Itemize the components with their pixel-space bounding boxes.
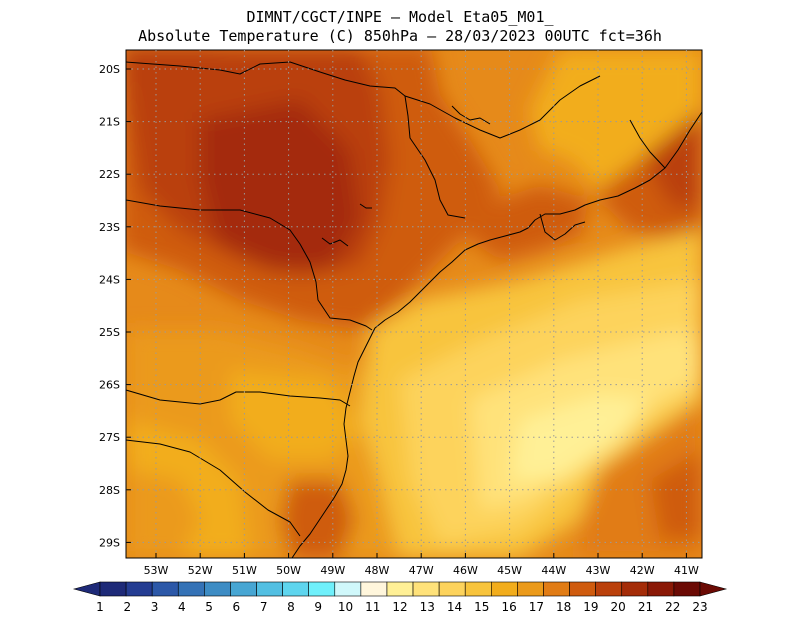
colorbar-swatch (230, 581, 257, 597)
colorbar-swatch (99, 581, 127, 597)
colorbar-swatch (204, 581, 231, 597)
colorbar-swatch (125, 581, 153, 597)
lon-label: 48W (365, 564, 390, 577)
colorbar-swatch (282, 581, 309, 597)
colorbar-swatch (517, 581, 544, 597)
colorbar-label: 18 (556, 600, 571, 614)
lon-label: 42W (630, 564, 655, 577)
colorbar: 1 2 3 4 5 6 7 8 9 10 11 12 13 14 15 16 17 18 19 20 21 22 23 (72, 581, 728, 614)
colorbar-label: 7 (260, 600, 268, 614)
lon-label: 46W (453, 564, 478, 577)
colorbar-label: 4 (178, 600, 186, 614)
colorbar-label: 19 (583, 600, 598, 614)
lat-label: 26S (99, 379, 120, 392)
colorbar-label: 17 (529, 600, 544, 614)
lat-label: 28S (99, 484, 120, 497)
colorbar-label: 16 (501, 600, 516, 614)
colorbar-swatch (256, 581, 283, 597)
lat-label: 24S (99, 273, 120, 286)
colorbar-label: 22 (665, 600, 680, 614)
lat-label: 22S (99, 168, 120, 181)
colorbar-swatch (438, 581, 466, 597)
colorbar-label: 21 (638, 600, 653, 614)
colorbar-label: 2 (123, 600, 131, 614)
colorbar-label: 1 (96, 600, 104, 614)
plot-frame (125, 49, 703, 559)
colorbar-label: 13 (420, 600, 435, 614)
colorbar-swatch (491, 581, 518, 597)
colorbar-swatch (569, 581, 596, 597)
lat-label: 20S (99, 63, 120, 76)
temperature-field (126, 50, 702, 558)
lat-label: 29S (99, 536, 120, 549)
colorbar-label: 23 (692, 600, 707, 614)
colorbar-label: 8 (287, 600, 295, 614)
colorbar-swatch (308, 581, 336, 597)
colorbar-left-arrow (72, 581, 101, 597)
colorbar-swatch (621, 581, 649, 597)
lon-label: 50W (276, 564, 301, 577)
colorbar-swatch (595, 581, 623, 597)
colorbar-label: 11 (365, 600, 380, 614)
colorbar-swatch (412, 581, 440, 597)
lon-label: 44W (541, 564, 566, 577)
colorbar-label: 14 (447, 600, 462, 614)
lon-label: 49W (320, 564, 345, 577)
colorbar-swatch (151, 581, 179, 597)
colorbar-right-arrow (699, 581, 728, 597)
colorbar-label: 6 (233, 600, 241, 614)
colorbar-label: 9 (314, 600, 322, 614)
colorbar-swatch (464, 581, 492, 597)
grid-lines (126, 50, 702, 558)
colorbar-label: 5 (205, 600, 213, 614)
lon-label: 43W (586, 564, 611, 577)
coastline-borders (126, 61, 702, 558)
lat-label: 25S (99, 326, 120, 339)
colorbar-swatch (334, 581, 362, 597)
colorbar-swatch (647, 581, 675, 597)
colorbar-label: 20 (611, 600, 626, 614)
colorbar-swatch (360, 581, 388, 597)
lat-label: 27S (99, 431, 120, 444)
longitude-ticks: 53W 52W 51W 50W 49W 48W 47W 46W 45W 44W 43W 42W 41W (144, 553, 699, 577)
colorbar-label: 12 (392, 600, 407, 614)
map-title-line2: Absolute Temperature (C) 850hPa — 28/03/… (138, 27, 662, 45)
lon-label: 41W (674, 564, 699, 577)
lon-label: 53W (144, 564, 169, 577)
lat-label: 23S (99, 221, 120, 234)
map-title-line1: DIMNT/CGCT/INPE — Model Eta05_M01_ (246, 8, 554, 26)
colorbar-swatch (386, 581, 414, 597)
colorbar-swatch (673, 581, 701, 597)
colorbar-swatch (177, 581, 205, 597)
colorbar-label: 3 (151, 600, 159, 614)
colorbar-label: 10 (338, 600, 353, 614)
lat-label: 21S (99, 116, 120, 129)
lon-label: 51W (232, 564, 257, 577)
colorbar-label: 15 (474, 600, 489, 614)
colorbar-swatch (543, 581, 570, 597)
lon-label: 47W (409, 564, 434, 577)
latitude-ticks: 20S 21S 22S 23S 24S 25S 26S 27S 28S 29S (99, 63, 131, 549)
lon-label: 45W (497, 564, 522, 577)
lon-label: 52W (188, 564, 213, 577)
